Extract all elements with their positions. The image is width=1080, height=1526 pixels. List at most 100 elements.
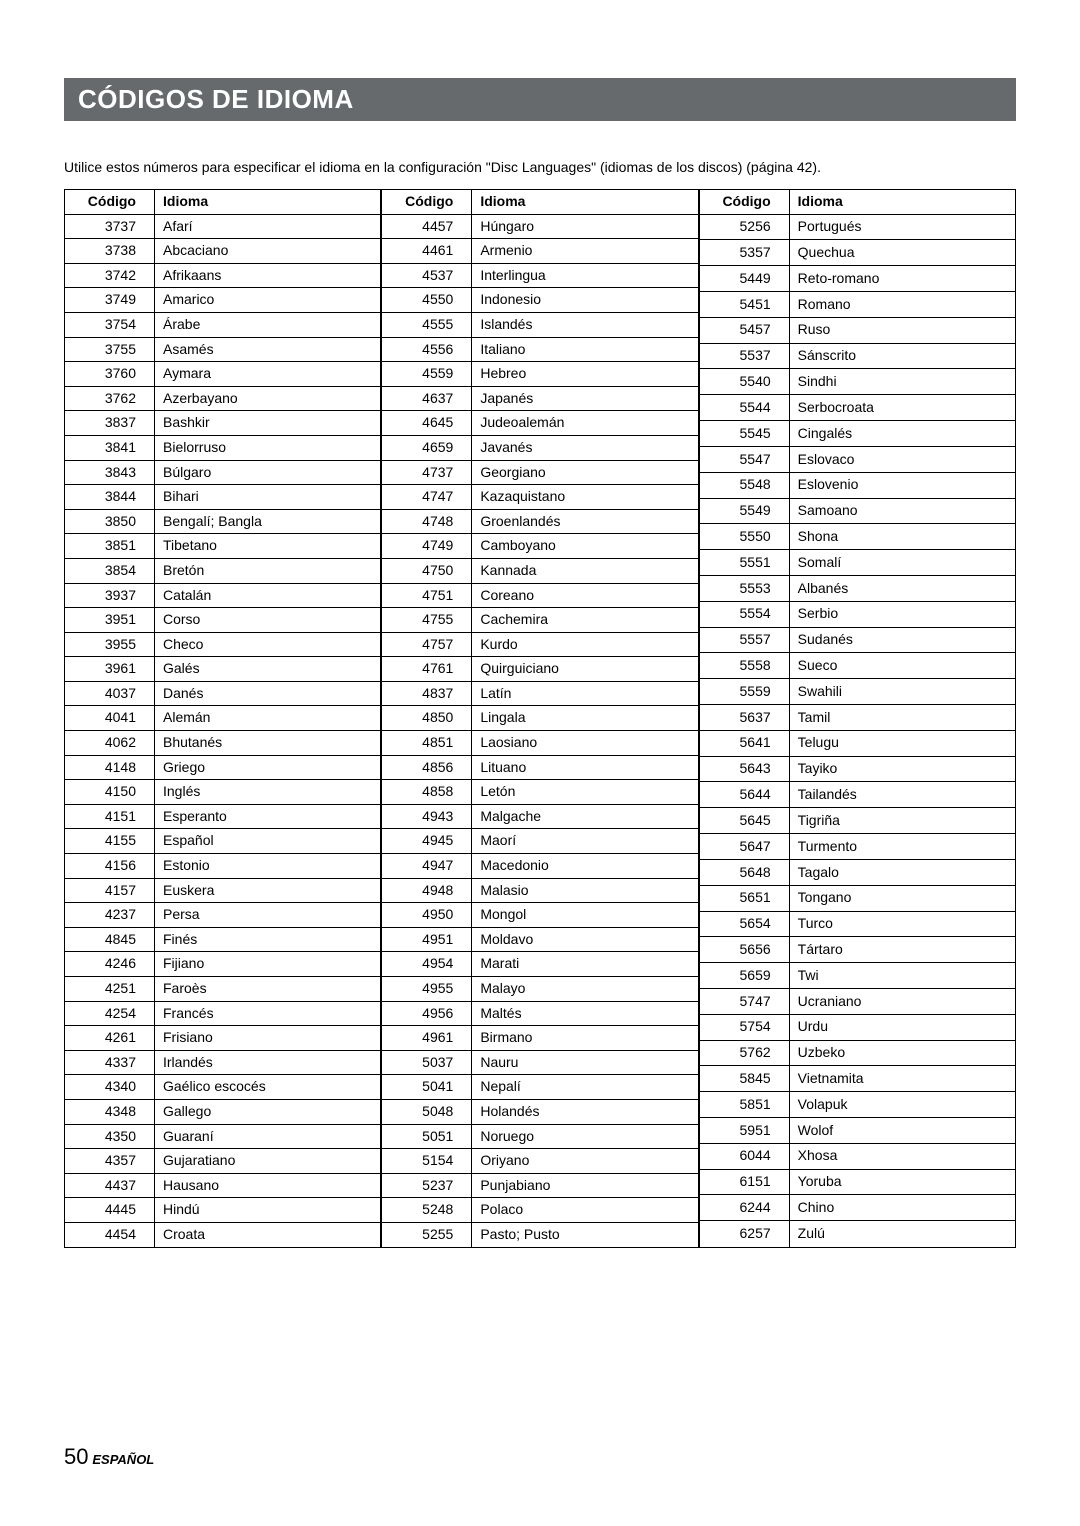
language-cell: Gaélico escocés xyxy=(155,1075,381,1100)
code-cell: 6151 xyxy=(699,1169,789,1195)
table-row: 5540Sindhi xyxy=(699,369,1015,395)
table-row: 4437Hausano xyxy=(65,1173,381,1198)
language-cell: Hindú xyxy=(155,1198,381,1223)
language-cell: Inglés xyxy=(155,780,381,805)
code-cell: 4037 xyxy=(65,681,155,706)
table-row: 4537Interlingua xyxy=(382,263,698,288)
code-cell: 4246 xyxy=(65,952,155,977)
table-row: 5654Turco xyxy=(699,911,1015,937)
language-cell: Holandés xyxy=(472,1099,698,1124)
language-cell: Bretón xyxy=(155,558,381,583)
language-cell: Yoruba xyxy=(789,1169,1015,1195)
code-cell: 4747 xyxy=(382,485,472,510)
table-row: 4555Islandés xyxy=(382,312,698,337)
code-cell: 4348 xyxy=(65,1099,155,1124)
code-cell: 3955 xyxy=(65,632,155,657)
code-cell: 4251 xyxy=(65,977,155,1002)
code-cell: 5553 xyxy=(699,575,789,601)
table-row: 3737Afarí xyxy=(65,214,381,239)
language-cell: Islandés xyxy=(472,312,698,337)
table-row: 3760Aymara xyxy=(65,362,381,387)
code-cell: 3937 xyxy=(65,583,155,608)
language-cell: Bielorruso xyxy=(155,435,381,460)
code-cell: 4555 xyxy=(382,312,472,337)
code-cell: 5644 xyxy=(699,782,789,808)
language-cell: Eslovenio xyxy=(789,472,1015,498)
table-row: 5851Volapuk xyxy=(699,1092,1015,1118)
language-cell: Volapuk xyxy=(789,1092,1015,1118)
code-cell: 4556 xyxy=(382,337,472,362)
code-cell: 4856 xyxy=(382,755,472,780)
language-cell: Estonio xyxy=(155,854,381,879)
language-cell: Nepalí xyxy=(472,1075,698,1100)
language-cell: Tongano xyxy=(789,885,1015,911)
code-cell: 5041 xyxy=(382,1075,472,1100)
code-cell: 4757 xyxy=(382,632,472,657)
code-cell: 4837 xyxy=(382,681,472,706)
table-row: 4856Lituano xyxy=(382,755,698,780)
language-cell: Vietnamita xyxy=(789,1066,1015,1092)
code-cell: 4261 xyxy=(65,1026,155,1051)
language-cell: Punjabiano xyxy=(472,1173,698,1198)
table-row: 4454Croata xyxy=(65,1222,381,1247)
code-cell: 6044 xyxy=(699,1143,789,1169)
table-row: 5747Ucraniano xyxy=(699,988,1015,1014)
table-row: 5051Noruego xyxy=(382,1124,698,1149)
table-row: 4851Laosiano xyxy=(382,731,698,756)
code-cell: 4645 xyxy=(382,411,472,436)
table-row: 4237Persa xyxy=(65,903,381,928)
language-cell: Alemán xyxy=(155,706,381,731)
language-cell: Bhutanés xyxy=(155,731,381,756)
language-cell: Nauru xyxy=(472,1050,698,1075)
language-cell: Kannada xyxy=(472,558,698,583)
code-cell: 5547 xyxy=(699,446,789,472)
table-row: 4461Armenio xyxy=(382,239,698,264)
language-cell: Eslovaco xyxy=(789,446,1015,472)
code-cell: 4749 xyxy=(382,534,472,559)
language-cell: Bengalí; Bangla xyxy=(155,509,381,534)
table-row: 4757Kurdo xyxy=(382,632,698,657)
code-cell: 5641 xyxy=(699,730,789,756)
code-cell: 5544 xyxy=(699,395,789,421)
code-cell: 4340 xyxy=(65,1075,155,1100)
language-cell: Tibetano xyxy=(155,534,381,559)
table-row: 5647Turmento xyxy=(699,834,1015,860)
language-cell: Serbocroata xyxy=(789,395,1015,421)
code-cell: 5548 xyxy=(699,472,789,498)
language-cell: Tagalo xyxy=(789,859,1015,885)
table-row: 3851Tibetano xyxy=(65,534,381,559)
code-cell: 3843 xyxy=(65,460,155,485)
language-cell: Sueco xyxy=(789,653,1015,679)
language-cell: Judeoalemán xyxy=(472,411,698,436)
code-cell: 5637 xyxy=(699,705,789,731)
code-cell: 3841 xyxy=(65,435,155,460)
code-cell: 3755 xyxy=(65,337,155,362)
code-cell: 4858 xyxy=(382,780,472,805)
code-cell: 3754 xyxy=(65,312,155,337)
language-cell: Sindhi xyxy=(789,369,1015,395)
code-cell: 4961 xyxy=(382,1026,472,1051)
code-cell: 4955 xyxy=(382,977,472,1002)
language-table: CódigoIdioma3737Afarí3738Abcaciano3742Af… xyxy=(64,189,381,1248)
language-cell: Albanés xyxy=(789,575,1015,601)
code-cell: 4954 xyxy=(382,952,472,977)
table-row: 5548Eslovenio xyxy=(699,472,1015,498)
language-cell: Turco xyxy=(789,911,1015,937)
code-cell: 5551 xyxy=(699,550,789,576)
table-row: 6244Chino xyxy=(699,1195,1015,1221)
table-row: 4559Hebreo xyxy=(382,362,698,387)
table-row: 4948Malasio xyxy=(382,878,698,903)
table-row: 4945Maorí xyxy=(382,829,698,854)
language-cell: Letón xyxy=(472,780,698,805)
language-cell: Kazaquistano xyxy=(472,485,698,510)
language-cell: Cingalés xyxy=(789,421,1015,447)
code-cell: 4947 xyxy=(382,854,472,879)
code-header: Código xyxy=(382,190,472,215)
table-row: 4150Inglés xyxy=(65,780,381,805)
table-row: 4155Español xyxy=(65,829,381,854)
language-cell: Maltés xyxy=(472,1001,698,1026)
table-row: 4750Kannada xyxy=(382,558,698,583)
table-row: 3955Checo xyxy=(65,632,381,657)
table-row: 4348Gallego xyxy=(65,1099,381,1124)
language-cell: Ruso xyxy=(789,317,1015,343)
